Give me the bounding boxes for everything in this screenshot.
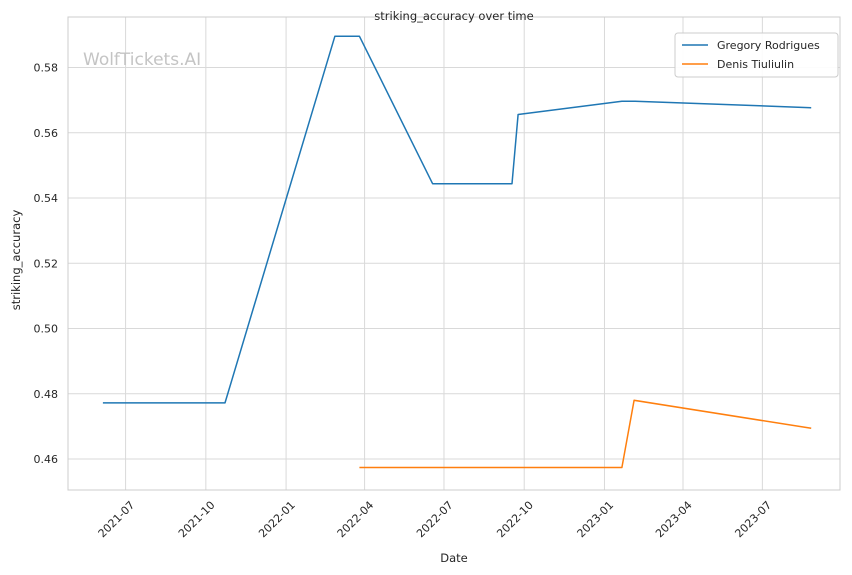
x-tick-label: 2023-04 [653,499,695,541]
gridlines [68,17,840,490]
x-tick-label: 2021-10 [176,499,218,541]
plot-frame [67,16,841,491]
y-tick-label: 0.56 [34,127,59,140]
legend-box [674,32,839,78]
y-tick-label: 0.54 [34,192,59,205]
y-tick-label: 0.52 [34,257,59,270]
plot-background [68,17,840,490]
series-line-denis-tiuliulin [359,399,812,469]
x-tick-label: 2022-10 [494,499,536,541]
x-tick-label: 2022-01 [256,499,298,541]
chart-title: striking_accuracy over time [374,9,533,23]
y-tick-label: 0.48 [34,388,59,401]
legend: Gregory Rodrigues Denis Tiuliulin [674,32,839,78]
x-tick-label: 2021-07 [96,499,138,541]
legend-label-gregory-rodrigues: Gregory Rodrigues [717,39,820,52]
y-tick-label: 0.46 [34,453,59,466]
watermark: WolfTickets.AI [83,50,201,70]
data-series [102,35,812,469]
y-tick-label: 0.50 [34,323,59,336]
x-tick-label: 2023-01 [575,499,617,541]
y-axis-title: striking_accuracy [9,210,23,311]
x-axis-title: Date [440,551,468,565]
legend-label-denis-tiuliulin: Denis Tiuliulin [717,58,794,71]
x-tick-label: 2022-04 [335,499,377,541]
y-tick-label: 0.58 [34,62,59,75]
series-line-gregory-rodrigues [102,35,812,404]
x-tick-label: 2023-07 [732,499,774,541]
x-tick-label: 2022-07 [414,499,456,541]
